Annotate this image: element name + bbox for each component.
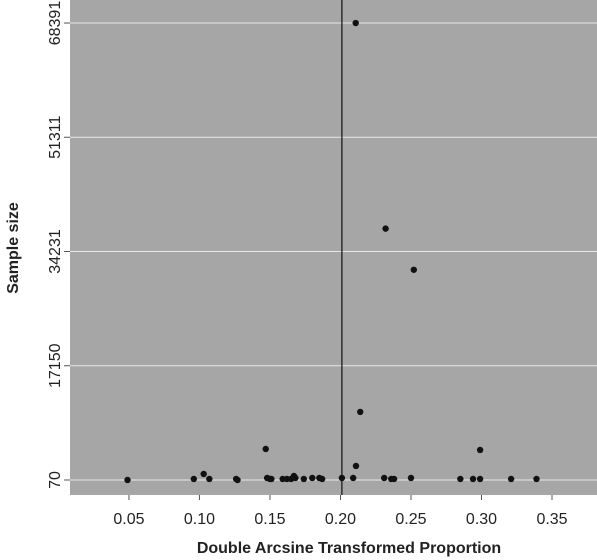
point xyxy=(262,445,269,453)
point xyxy=(338,474,346,482)
point xyxy=(318,475,326,483)
point xyxy=(410,266,418,273)
y-tick-label: 51311 xyxy=(47,116,64,159)
x-tick-label: 0.15 xyxy=(254,511,285,528)
x-tick-label: 0.20 xyxy=(325,511,356,528)
point xyxy=(200,470,207,478)
x-axis-title: Double Arcsine Transformed Proportion xyxy=(197,540,501,557)
y-tick-label: 17150 xyxy=(47,343,64,388)
point xyxy=(357,408,364,416)
point xyxy=(533,475,540,483)
point xyxy=(390,475,398,483)
point xyxy=(457,475,464,483)
x-tick-label: 0.05 xyxy=(113,511,144,528)
point xyxy=(507,475,515,483)
y-tick-label: 34231 xyxy=(47,229,64,274)
y-tick-label: 68391 xyxy=(47,1,64,46)
point xyxy=(476,446,484,454)
point xyxy=(352,19,359,27)
plot-area xyxy=(70,0,597,495)
point xyxy=(407,474,415,482)
x-tick-label: 0.25 xyxy=(395,511,426,528)
x-tick-label: 0.35 xyxy=(536,511,567,528)
point xyxy=(309,474,316,482)
point xyxy=(300,475,308,483)
point xyxy=(268,475,275,483)
point xyxy=(380,474,388,482)
point xyxy=(469,475,477,483)
y-axis-title: Sample size xyxy=(5,202,22,294)
point xyxy=(476,475,484,483)
point xyxy=(124,476,131,484)
point xyxy=(190,475,198,483)
point xyxy=(234,476,241,484)
point xyxy=(352,462,360,470)
x-tick-label: 0.30 xyxy=(466,511,497,528)
point xyxy=(206,475,213,483)
point xyxy=(292,474,299,482)
x-tick-label: 0.10 xyxy=(184,511,215,528)
point xyxy=(349,474,357,482)
y-tick-label: 70 xyxy=(47,471,64,489)
point xyxy=(382,225,389,232)
